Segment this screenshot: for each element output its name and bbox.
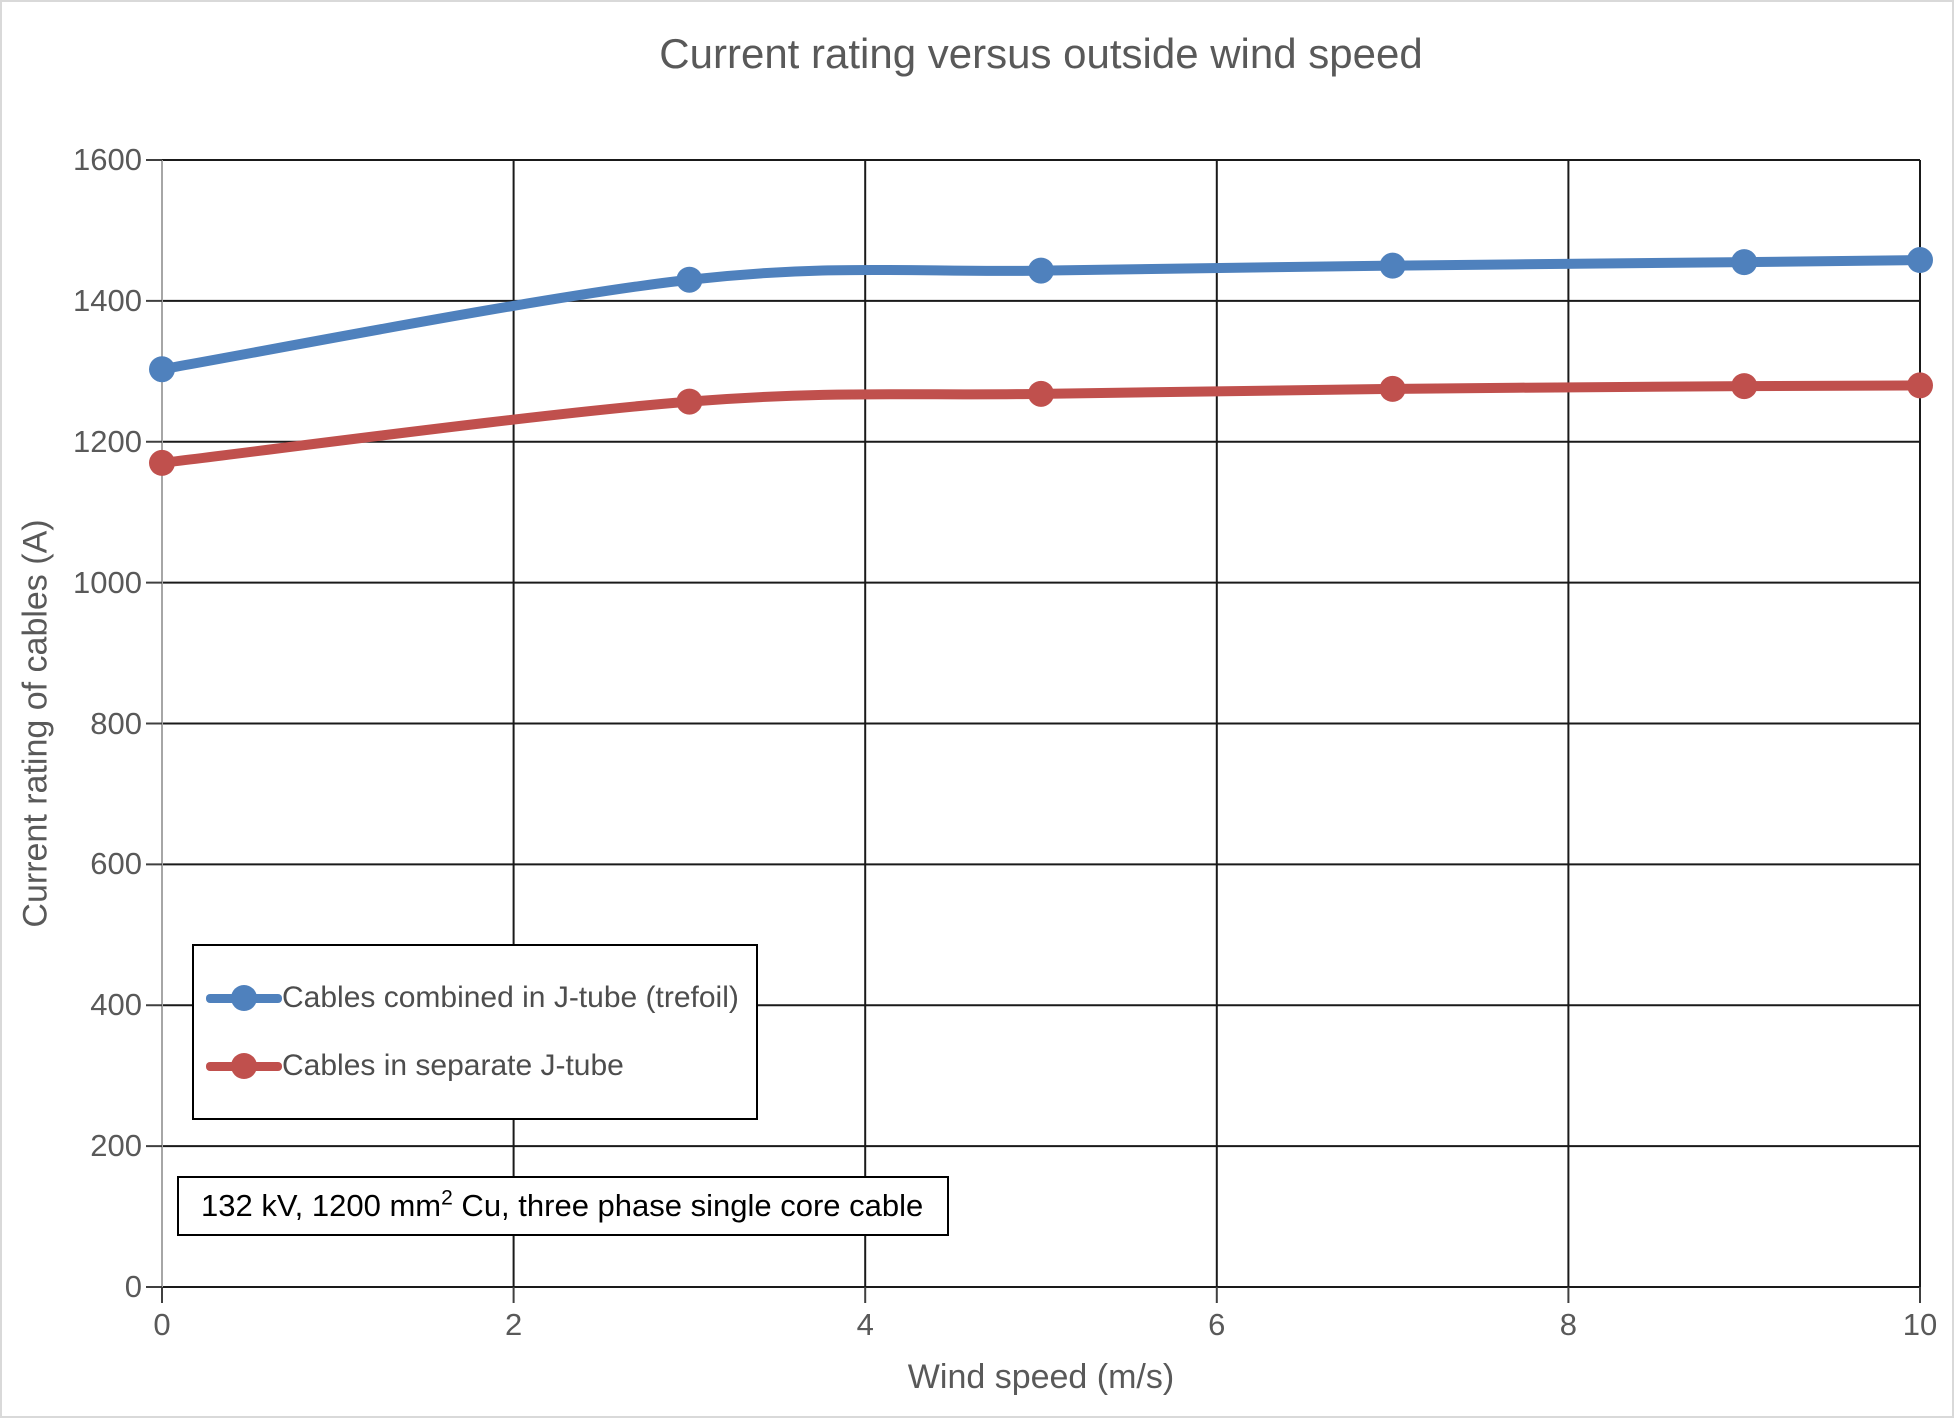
y-tick-label: 200: [90, 1128, 142, 1164]
plot-area: 0 200 400 600 800 1000 1200 1400 1600 0 2 4 6 8 10: [73, 142, 1937, 1342]
annotation-box: 132 kV, 1200 mm2 Cu, three phase single …: [177, 1176, 949, 1236]
y-axis-title: Current rating of cables (A): [12, 160, 60, 1287]
data-point: [676, 266, 703, 293]
x-axis-title: Wind speed (m/s): [907, 1358, 1175, 1396]
x-tick-label: 4: [856, 1307, 874, 1342]
y-tick-label: 0: [124, 1269, 142, 1304]
annotation-superscript: 2: [441, 1186, 453, 1210]
legend-marker: [231, 1053, 257, 1080]
data-point: [1379, 375, 1406, 402]
data-point: [1907, 247, 1933, 274]
legend-item: Cables in separate J-tube: [206, 1049, 756, 1083]
x-tick-label: 2: [504, 1307, 523, 1342]
data-point: [1379, 252, 1406, 279]
y-tick-label: 400: [90, 987, 142, 1023]
x-tick-label: 10: [1902, 1307, 1938, 1342]
chart-svg: [146, 159, 1933, 1303]
x-tick-label: 6: [1208, 1307, 1226, 1342]
data-point: [1907, 372, 1933, 399]
legend-label: Cables combined in J-tube (trefoil): [282, 980, 739, 1014]
annotation-text: 132 kV, 1200 mm2 Cu, three phase single …: [201, 1186, 924, 1223]
data-point: [1731, 373, 1758, 400]
data-point: [1028, 380, 1054, 407]
y-tick-label: 1600: [73, 142, 142, 177]
legend-key: [206, 984, 282, 1012]
x-tick-label: 0: [153, 1307, 171, 1342]
legend: Cables combined in J-tube (trefoil) Cabl…: [192, 944, 758, 1120]
legend-label: Cables in separate J-tube: [282, 1049, 624, 1083]
y-tick-label: 1400: [73, 282, 142, 318]
chart-title: Current rating versus outside wind speed: [659, 30, 1423, 77]
data-point: [676, 388, 703, 415]
x-tick-label: 8: [1559, 1307, 1578, 1342]
y-tick-label: 800: [90, 705, 142, 741]
data-point: [1731, 249, 1758, 276]
legend-key: [206, 1052, 282, 1080]
legend-item: Cables combined in J-tube (trefoil): [206, 981, 756, 1015]
data-point: [149, 449, 175, 476]
data-point: [149, 356, 175, 383]
y-tick-label: 1200: [73, 423, 142, 459]
data-point: [1028, 257, 1054, 284]
legend-marker: [231, 984, 257, 1011]
y-tick-label: 600: [90, 846, 142, 882]
y-axis-title-text: Current rating of cables (A): [16, 519, 55, 928]
y-tick-label: 1000: [73, 564, 142, 600]
